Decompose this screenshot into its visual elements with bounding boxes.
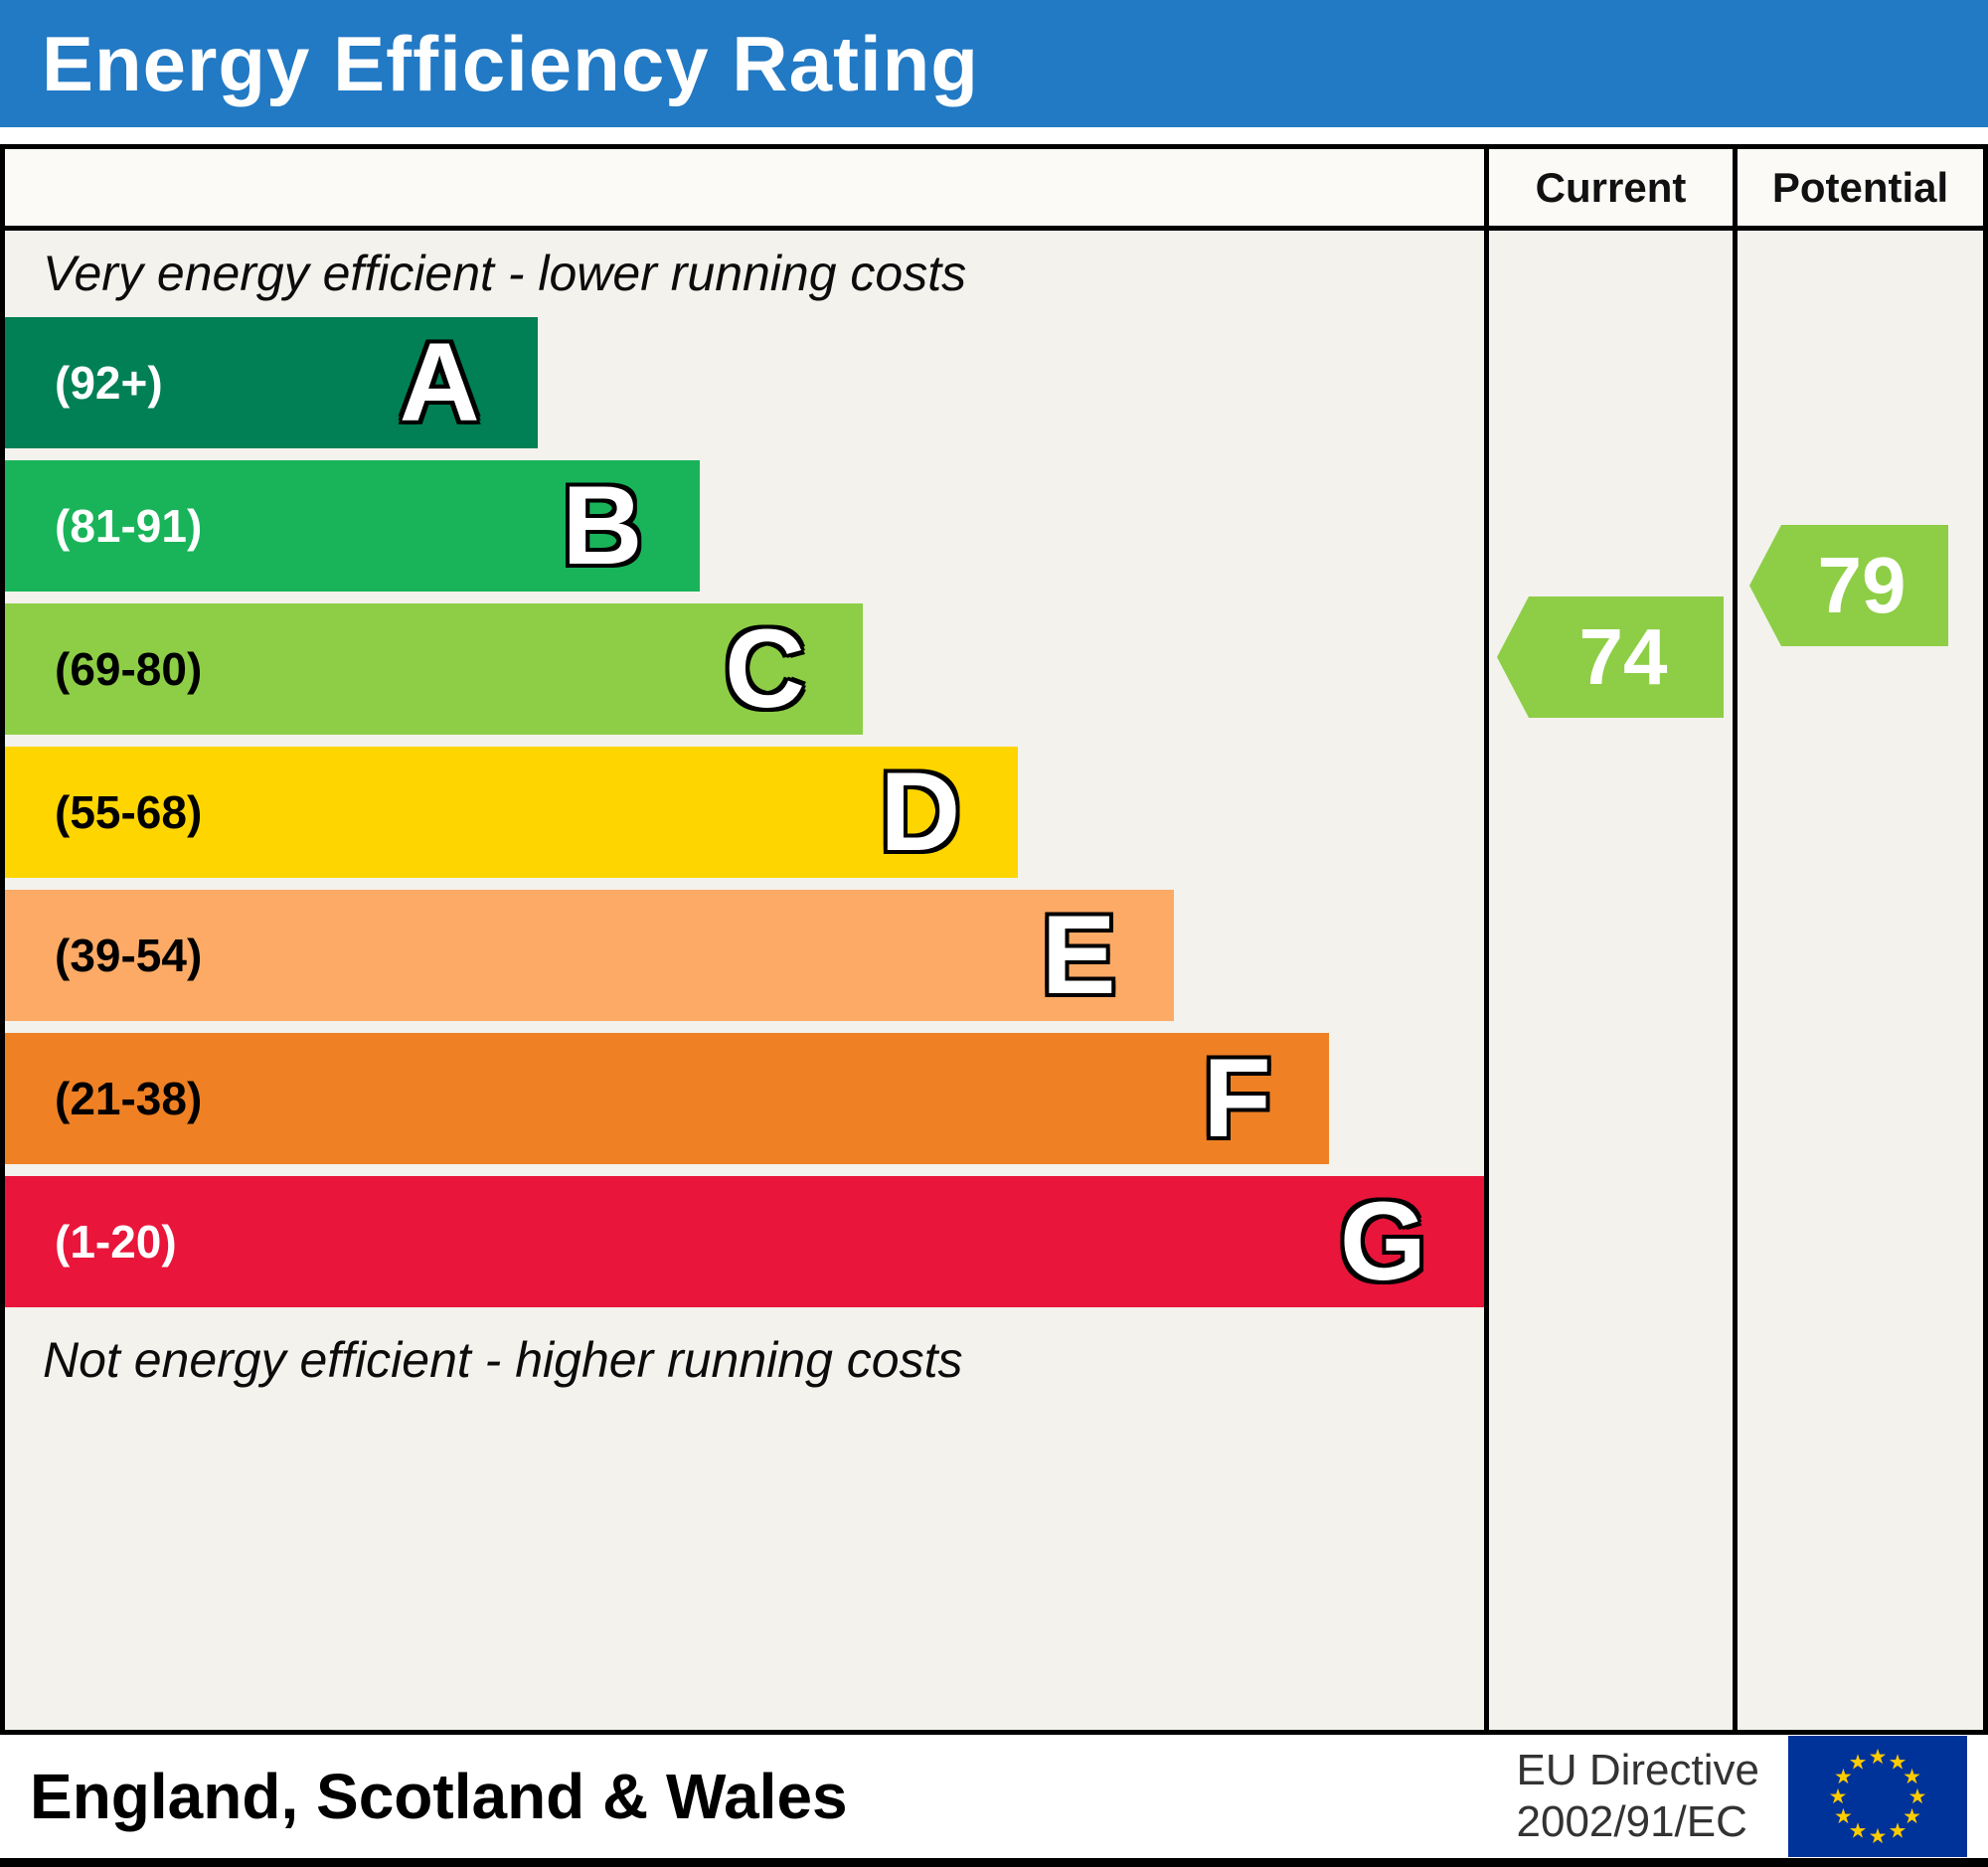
eu-directive-line1: EU Directive [1516, 1746, 1760, 1795]
band-d: (55-68) D [5, 747, 1019, 878]
column-header-current: Current [1484, 149, 1733, 231]
band-letter: F [1203, 1036, 1271, 1160]
band-g: (1-20) G [5, 1176, 1484, 1307]
svg-text:★: ★ [1834, 1804, 1853, 1828]
band-range: (39-54) [55, 930, 203, 981]
potential-badge: 79 [1749, 525, 1948, 646]
current-column-label: Current [1535, 163, 1687, 211]
svg-text:★: ★ [1889, 1819, 1907, 1843]
eu-directive-label: EU Directive 2002/91/EC [1517, 1745, 1760, 1848]
band-letter: A [399, 320, 480, 444]
potential-column-label: Potential [1771, 163, 1949, 211]
band-letter: D [880, 750, 961, 874]
region-label: England, Scotland & Wales [30, 1761, 848, 1832]
band-range: (69-80) [55, 643, 203, 695]
svg-text:★: ★ [1834, 1765, 1853, 1788]
band-e: (39-54) E [5, 890, 1174, 1021]
page-title: Energy Efficiency Rating [42, 19, 979, 107]
rating-bands-column: Very energy efficient - lower running co… [5, 231, 1484, 1730]
current-value: 74 [1578, 612, 1668, 701]
svg-text:★: ★ [1869, 1824, 1888, 1848]
band-range: (92+) [55, 357, 163, 409]
band-range: (21-38) [55, 1073, 203, 1124]
chart-frame: Current Potential Very energy efficient … [0, 144, 1988, 1735]
eu-flag-icon: ★ ★ ★ ★ ★ ★ ★ ★ ★ ★ ★ ★ [1788, 1736, 1967, 1857]
band-b: (81-91) B [5, 460, 701, 592]
band-c: (69-80) C [5, 603, 864, 735]
svg-text:★: ★ [1869, 1745, 1888, 1769]
title-bar: Energy Efficiency Rating [0, 0, 1988, 127]
band-a: (92+) A [5, 317, 538, 448]
band-range: (81-91) [55, 500, 203, 552]
band-letter: G [1339, 1179, 1426, 1303]
current-value-column: 74 [1484, 231, 1733, 1730]
svg-text:★: ★ [1889, 1750, 1907, 1774]
footer: England, Scotland & Wales EU Directive 2… [0, 1735, 1988, 1867]
band-letter: C [725, 606, 806, 731]
svg-text:★: ★ [1908, 1784, 1927, 1808]
band-range: (55-68) [55, 786, 203, 838]
svg-text:★: ★ [1849, 1819, 1868, 1843]
svg-text:★: ★ [1849, 1750, 1868, 1774]
bottom-caption: Not energy efficient - higher running co… [43, 1332, 963, 1388]
svg-text:★: ★ [1903, 1765, 1921, 1788]
current-badge: 74 [1497, 596, 1724, 718]
column-header-potential: Potential [1733, 149, 1983, 231]
band-f: (21-38) F [5, 1033, 1329, 1164]
top-caption: Very energy efficient - lower running co… [43, 246, 967, 301]
potential-value-column: 79 [1733, 231, 1983, 1730]
band-letter: B [562, 463, 643, 588]
band-range: (1-20) [55, 1216, 177, 1268]
column-header-spacer [5, 149, 1484, 231]
potential-value: 79 [1817, 541, 1906, 629]
svg-text:★: ★ [1903, 1804, 1921, 1828]
band-letter: E [1041, 893, 1116, 1017]
eu-flag-field [1788, 1736, 1967, 1857]
svg-text:★: ★ [1829, 1784, 1848, 1808]
eu-directive-line2: 2002/91/EC [1516, 1797, 1747, 1846]
